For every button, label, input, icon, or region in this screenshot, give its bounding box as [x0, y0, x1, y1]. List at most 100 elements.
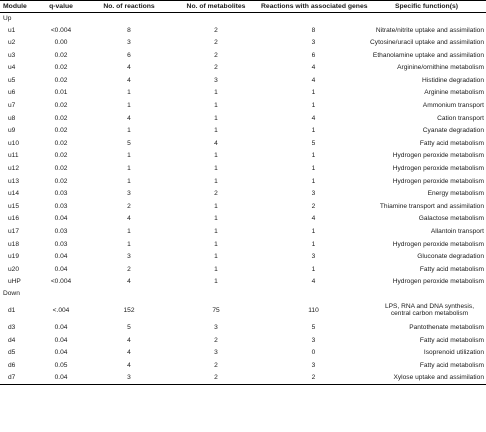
- cell-module: d1: [8, 306, 16, 314]
- cell-module: u1: [8, 26, 16, 34]
- cell-metabolites: 1: [214, 102, 218, 110]
- header-function: Specific function(s): [367, 0, 486, 13]
- modules-table: Module q-value No. of reactions No. of m…: [0, 0, 486, 386]
- cell-module: u13: [8, 177, 20, 185]
- cell-genes: 3: [311, 361, 316, 369]
- cell-metabolites: 1: [214, 165, 218, 173]
- cell-qvalue: 0.04: [36, 371, 86, 386]
- header-qvalue: q-value: [36, 0, 86, 13]
- cell-metabolites: 1: [214, 202, 218, 210]
- cell-genes: 1: [311, 240, 316, 248]
- group-label: Down: [3, 290, 20, 298]
- cell-reactions: 1: [127, 240, 131, 248]
- table-row: d1 <.004 152 75 110 LPS, RNA and DNA synthesi…: [0, 299, 486, 321]
- cell-module: u7: [8, 102, 16, 110]
- cell-qvalue: 0.02: [54, 165, 68, 173]
- cell-reactions: 3: [86, 371, 172, 386]
- cell-qvalue: 0.00: [54, 39, 68, 47]
- cell-function: Nitrate/nitrite uptake and assimilation: [375, 26, 484, 34]
- cell-function: Fatty acid metabolism: [419, 139, 484, 147]
- cell-module: u6: [8, 89, 16, 97]
- cell-qvalue: 0.03: [54, 190, 68, 198]
- header-row: Module q-value No. of reactions No. of m…: [0, 0, 486, 13]
- cell-metabolites: 2: [214, 336, 218, 344]
- cell-function: Thiamine transport and assimilation: [379, 202, 484, 210]
- cell-genes: 4: [311, 64, 316, 72]
- modules-table-container: Module q-value No. of reactions No. of m…: [0, 0, 486, 386]
- cell-qvalue: 0.02: [54, 64, 68, 72]
- cell-metabolites: 2: [172, 371, 260, 386]
- cell-function: Fatty acid metabolism: [419, 336, 484, 344]
- cell-module: u20: [8, 265, 20, 273]
- table-row: u16 0.04 4 1 4 Galactose metabolism: [0, 213, 486, 226]
- cell-reactions: 3: [127, 253, 131, 261]
- table-row: uHP <0.004 4 1 4 Hydrogen peroxide metabolism: [0, 276, 486, 289]
- cell-genes: 5: [311, 139, 316, 147]
- cell-genes: 1: [311, 177, 316, 185]
- cell-reactions: 4: [127, 336, 131, 344]
- cell-qvalue: 0.04: [54, 336, 68, 344]
- table-row: d4 0.04 4 2 3 Fatty acid metabolism: [0, 334, 486, 347]
- header-metabolites: No. of metabolites: [172, 0, 260, 13]
- table-row: u18 0.03 1 1 1 Hydrogen peroxide metabolism: [0, 238, 486, 251]
- table-row: u9 0.02 1 1 1 Cyanate degradation: [0, 125, 486, 138]
- cell-function: Arginine metabolism: [424, 89, 484, 97]
- cell-metabolites: 1: [214, 152, 218, 160]
- cell-genes: 3: [311, 336, 316, 344]
- cell-reactions: 5: [127, 139, 131, 147]
- cell-genes: 4: [311, 76, 316, 84]
- cell-genes: 2: [311, 202, 316, 210]
- cell-reactions: 1: [127, 152, 131, 160]
- cell-metabolites: 2: [214, 190, 218, 198]
- table-row: d5 0.04 4 3 0 Isoprenoid utilization: [0, 347, 486, 360]
- cell-metabolites: 1: [214, 265, 218, 273]
- cell-qvalue: 0.03: [54, 228, 68, 235]
- cell-reactions: 4: [127, 64, 131, 72]
- cell-genes: 1: [311, 89, 316, 97]
- cell-genes: 1: [311, 152, 316, 160]
- cell-reactions: 4: [127, 278, 131, 286]
- cell-function: Arginine/ornithine metabolism: [397, 64, 484, 72]
- cell-module: u9: [8, 127, 16, 135]
- cell-function: Ammonium transport: [422, 102, 484, 110]
- cell-metabolites: 3: [214, 323, 218, 331]
- cell-genes: 1: [311, 265, 316, 273]
- cell-genes: 110: [308, 306, 319, 314]
- cell-qvalue: 0.02: [54, 51, 68, 59]
- cell-module: u19: [8, 253, 20, 261]
- table-row: u10 0.02 5 4 5 Fatty acid metabolism: [0, 137, 486, 150]
- cell-genes: 8: [311, 26, 316, 34]
- header-genes: Reactions with associated genes: [260, 0, 368, 13]
- cell-metabolites: 2: [214, 39, 218, 47]
- table-row: u1 <0.004 8 2 8 Nitrate/nitrite uptake and as…: [0, 24, 486, 37]
- cell-function: Galactose metabolism: [418, 215, 484, 223]
- cell-metabolites: 2: [214, 51, 218, 59]
- cell-qvalue: 0.03: [54, 202, 68, 210]
- cell-metabolites: 1: [214, 114, 218, 122]
- cell-qvalue: 0.02: [54, 114, 68, 122]
- cell-genes: 3: [311, 190, 316, 198]
- cell-function: LPS, RNA and DNA synthesis, central carb…: [384, 302, 475, 318]
- cell-reactions: 5: [127, 323, 131, 331]
- cell-function: Energy metabolism: [427, 190, 484, 198]
- table-header: Module q-value No. of reactions No. of m…: [0, 0, 486, 13]
- cell-metabolites: 75: [212, 306, 220, 314]
- cell-function: Histidine degradation: [422, 76, 484, 84]
- cell-qvalue: 0.04: [54, 253, 68, 261]
- cell-genes: 5: [311, 323, 316, 331]
- cell-module: u15: [8, 202, 20, 210]
- cell-genes: 1: [311, 228, 316, 235]
- cell-genes: 3: [311, 253, 316, 261]
- table-row: u11 0.02 1 1 1 Hydrogen peroxide metabolism: [0, 150, 486, 163]
- cell-qvalue: 0.04: [54, 215, 68, 223]
- cell-qvalue: <.004: [52, 306, 70, 314]
- cell-qvalue: 0.02: [54, 139, 68, 147]
- cell-reactions: 3: [127, 39, 131, 47]
- cell-qvalue: 0.04: [54, 265, 68, 273]
- cell-qvalue: 0.02: [54, 152, 68, 160]
- cell-reactions: 1: [127, 177, 131, 185]
- cell-function: Fatty acid metabolism: [419, 265, 484, 273]
- group-row: Down: [0, 288, 486, 299]
- cell-qvalue: 0.02: [54, 76, 68, 84]
- cell-qvalue: 0.04: [54, 323, 68, 331]
